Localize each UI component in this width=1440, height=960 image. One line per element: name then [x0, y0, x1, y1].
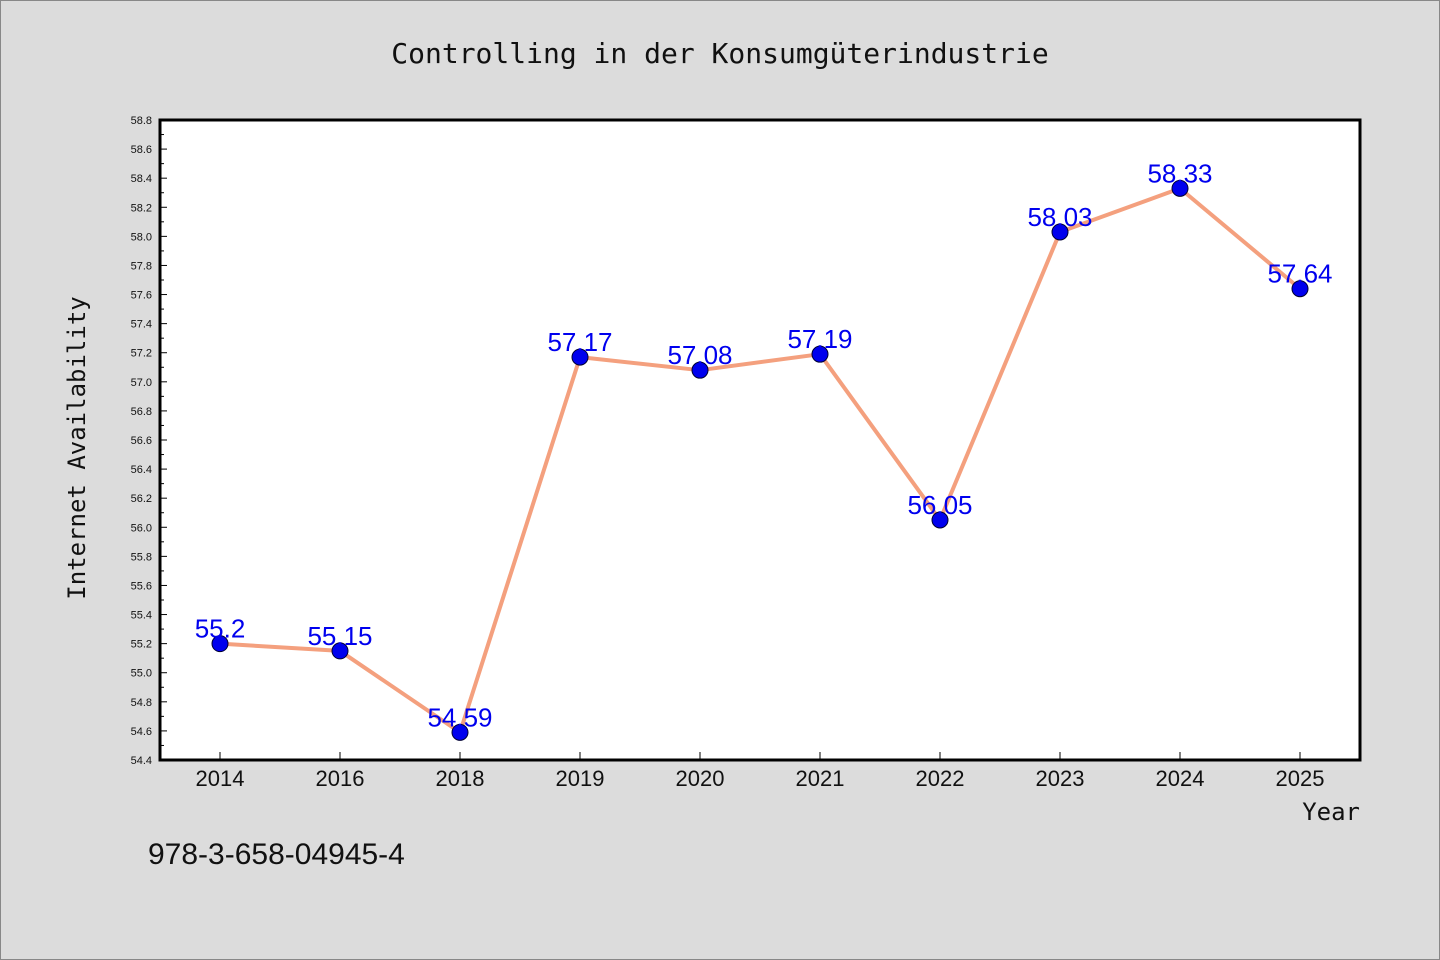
- y-tick-label: 54.8: [131, 697, 152, 709]
- data-point: [451, 723, 469, 741]
- y-tick-label: 54.6: [131, 726, 152, 738]
- x-tick-label: 2018: [436, 766, 485, 791]
- y-tick-label: 54.4: [131, 755, 152, 767]
- y-tick-label: 57.2: [131, 348, 152, 360]
- data-label: 55.2: [195, 614, 246, 644]
- y-tick-label: 55.8: [131, 551, 152, 563]
- y-tick-label: 55.2: [131, 639, 152, 651]
- y-tick-label: 57.6: [131, 290, 152, 302]
- data-label: 58.33: [1147, 158, 1212, 188]
- data-label: 54.59: [427, 702, 492, 732]
- y-tick-label: 56.8: [131, 406, 152, 418]
- x-tick-label: 2019: [556, 766, 605, 791]
- x-tick-label: 2014: [196, 766, 245, 791]
- data-point: [1171, 179, 1189, 197]
- x-tick-label: 2023: [1036, 766, 1085, 791]
- y-tick-label: 58.4: [131, 173, 152, 185]
- data-point: [811, 345, 829, 363]
- series-polyline: [219, 186, 1302, 735]
- y-tick-label: 57.0: [131, 377, 152, 389]
- y-tick-label: 58.6: [131, 144, 152, 156]
- data-label: 57.19: [787, 324, 852, 354]
- y-axis-label: Internet Availability: [63, 296, 91, 599]
- data-point: [1291, 280, 1309, 298]
- data-label: 57.08: [667, 340, 732, 370]
- data-point: [931, 511, 949, 529]
- y-tick-label: 58.2: [131, 202, 152, 214]
- y-tick-label: 57.4: [131, 319, 152, 331]
- y-tick-label: 58.8: [131, 115, 152, 127]
- isbn-footer: 978-3-658-04945-4: [148, 838, 405, 871]
- data-label: 58.03: [1027, 202, 1092, 232]
- data-label: 55.15: [307, 621, 372, 651]
- x-axis: 2014 2016 2018 2019 2020 2021 2022 2023 2024 2025: [196, 752, 1325, 791]
- data-label: 57.64: [1267, 259, 1332, 289]
- y-tick-label: 57.8: [131, 260, 152, 272]
- x-tick-label: 2016: [316, 766, 365, 791]
- x-tick-label: 2025: [1276, 766, 1325, 791]
- y-tick-label: 56.4: [131, 464, 152, 476]
- data-label: 57.17: [547, 327, 612, 357]
- y-tick-label: 56.0: [131, 522, 152, 534]
- x-tick-label: 2020: [676, 766, 725, 791]
- chart-title: Controlling in der Konsumgüterindustrie: [391, 37, 1048, 70]
- y-tick-label: 56.2: [131, 493, 152, 505]
- plot-area: [158, 118, 1362, 762]
- x-tick-label: 2024: [1156, 766, 1205, 791]
- y-axis: 54.4 54.6 54.8 55.0 55.2 55.4 55.6 55.8 56.0 56.2…: [131, 115, 167, 767]
- x-tick-label: 2022: [916, 766, 965, 791]
- y-tick-label: 55.0: [131, 668, 152, 680]
- data-point: [211, 635, 229, 653]
- data-labels: 55.2 55.15 54.59 57.17 57.08 57.19 56.05 58.03 5…: [195, 158, 1333, 732]
- x-tick-label: 2021: [796, 766, 845, 791]
- y-tick-label: 56.6: [131, 435, 152, 447]
- series-markers: [211, 179, 1309, 741]
- data-label: 56.05: [907, 490, 972, 520]
- x-axis-label: Year: [1302, 798, 1360, 826]
- data-point: [691, 361, 709, 379]
- y-tick-label: 55.6: [131, 580, 152, 592]
- data-point: [331, 642, 349, 660]
- data-point: [1051, 223, 1069, 241]
- series-line: [219, 186, 1302, 735]
- y-tick-label: 58.0: [131, 231, 152, 243]
- y-tick-label: 55.4: [131, 610, 152, 622]
- data-point: [571, 348, 589, 366]
